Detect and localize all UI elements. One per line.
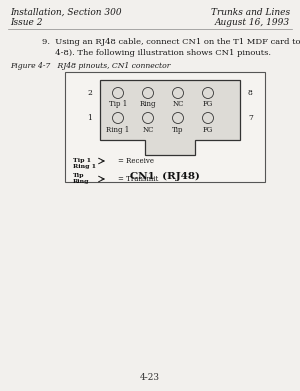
Text: 1: 1 xyxy=(87,114,92,122)
Text: FG: FG xyxy=(203,126,213,133)
Text: Tip: Tip xyxy=(172,126,184,133)
Text: = Transmit: = Transmit xyxy=(118,175,158,183)
Text: 8: 8 xyxy=(248,89,253,97)
Text: 4-23: 4-23 xyxy=(140,373,160,382)
Text: FG: FG xyxy=(203,100,213,108)
Text: = Receive: = Receive xyxy=(118,157,154,165)
Text: Figure 4-7   RJ48 pinouts, CN1 connector: Figure 4-7 RJ48 pinouts, CN1 connector xyxy=(10,62,170,70)
Text: August 16, 1993: August 16, 1993 xyxy=(215,18,290,27)
Text: Installation, Section 300: Installation, Section 300 xyxy=(10,8,122,17)
Text: Ring: Ring xyxy=(140,100,156,108)
Text: NC: NC xyxy=(172,100,184,108)
Polygon shape xyxy=(100,80,240,155)
Text: NC: NC xyxy=(142,126,154,133)
Text: Trunks and Lines: Trunks and Lines xyxy=(211,8,290,17)
Text: Ring 1: Ring 1 xyxy=(106,126,130,133)
Text: 9.  Using an RJ48 cable, connect CN1 on the T1 MDF card to the CSU (Figure: 9. Using an RJ48 cable, connect CN1 on t… xyxy=(42,38,300,46)
Text: Issue 2: Issue 2 xyxy=(10,18,43,27)
Bar xyxy=(65,72,265,182)
Text: 4-8). The following illustration shows CN1 pinouts.: 4-8). The following illustration shows C… xyxy=(42,49,271,57)
Text: 7: 7 xyxy=(248,114,253,122)
Text: Ring: Ring xyxy=(73,179,89,184)
Text: 2: 2 xyxy=(87,89,92,97)
Text: Tip 1: Tip 1 xyxy=(109,100,127,108)
Text: CN1  (RJ48): CN1 (RJ48) xyxy=(130,172,200,181)
Text: Tip 1: Tip 1 xyxy=(73,158,91,163)
Text: Ring 1: Ring 1 xyxy=(73,164,96,169)
Text: Tip: Tip xyxy=(73,173,85,178)
